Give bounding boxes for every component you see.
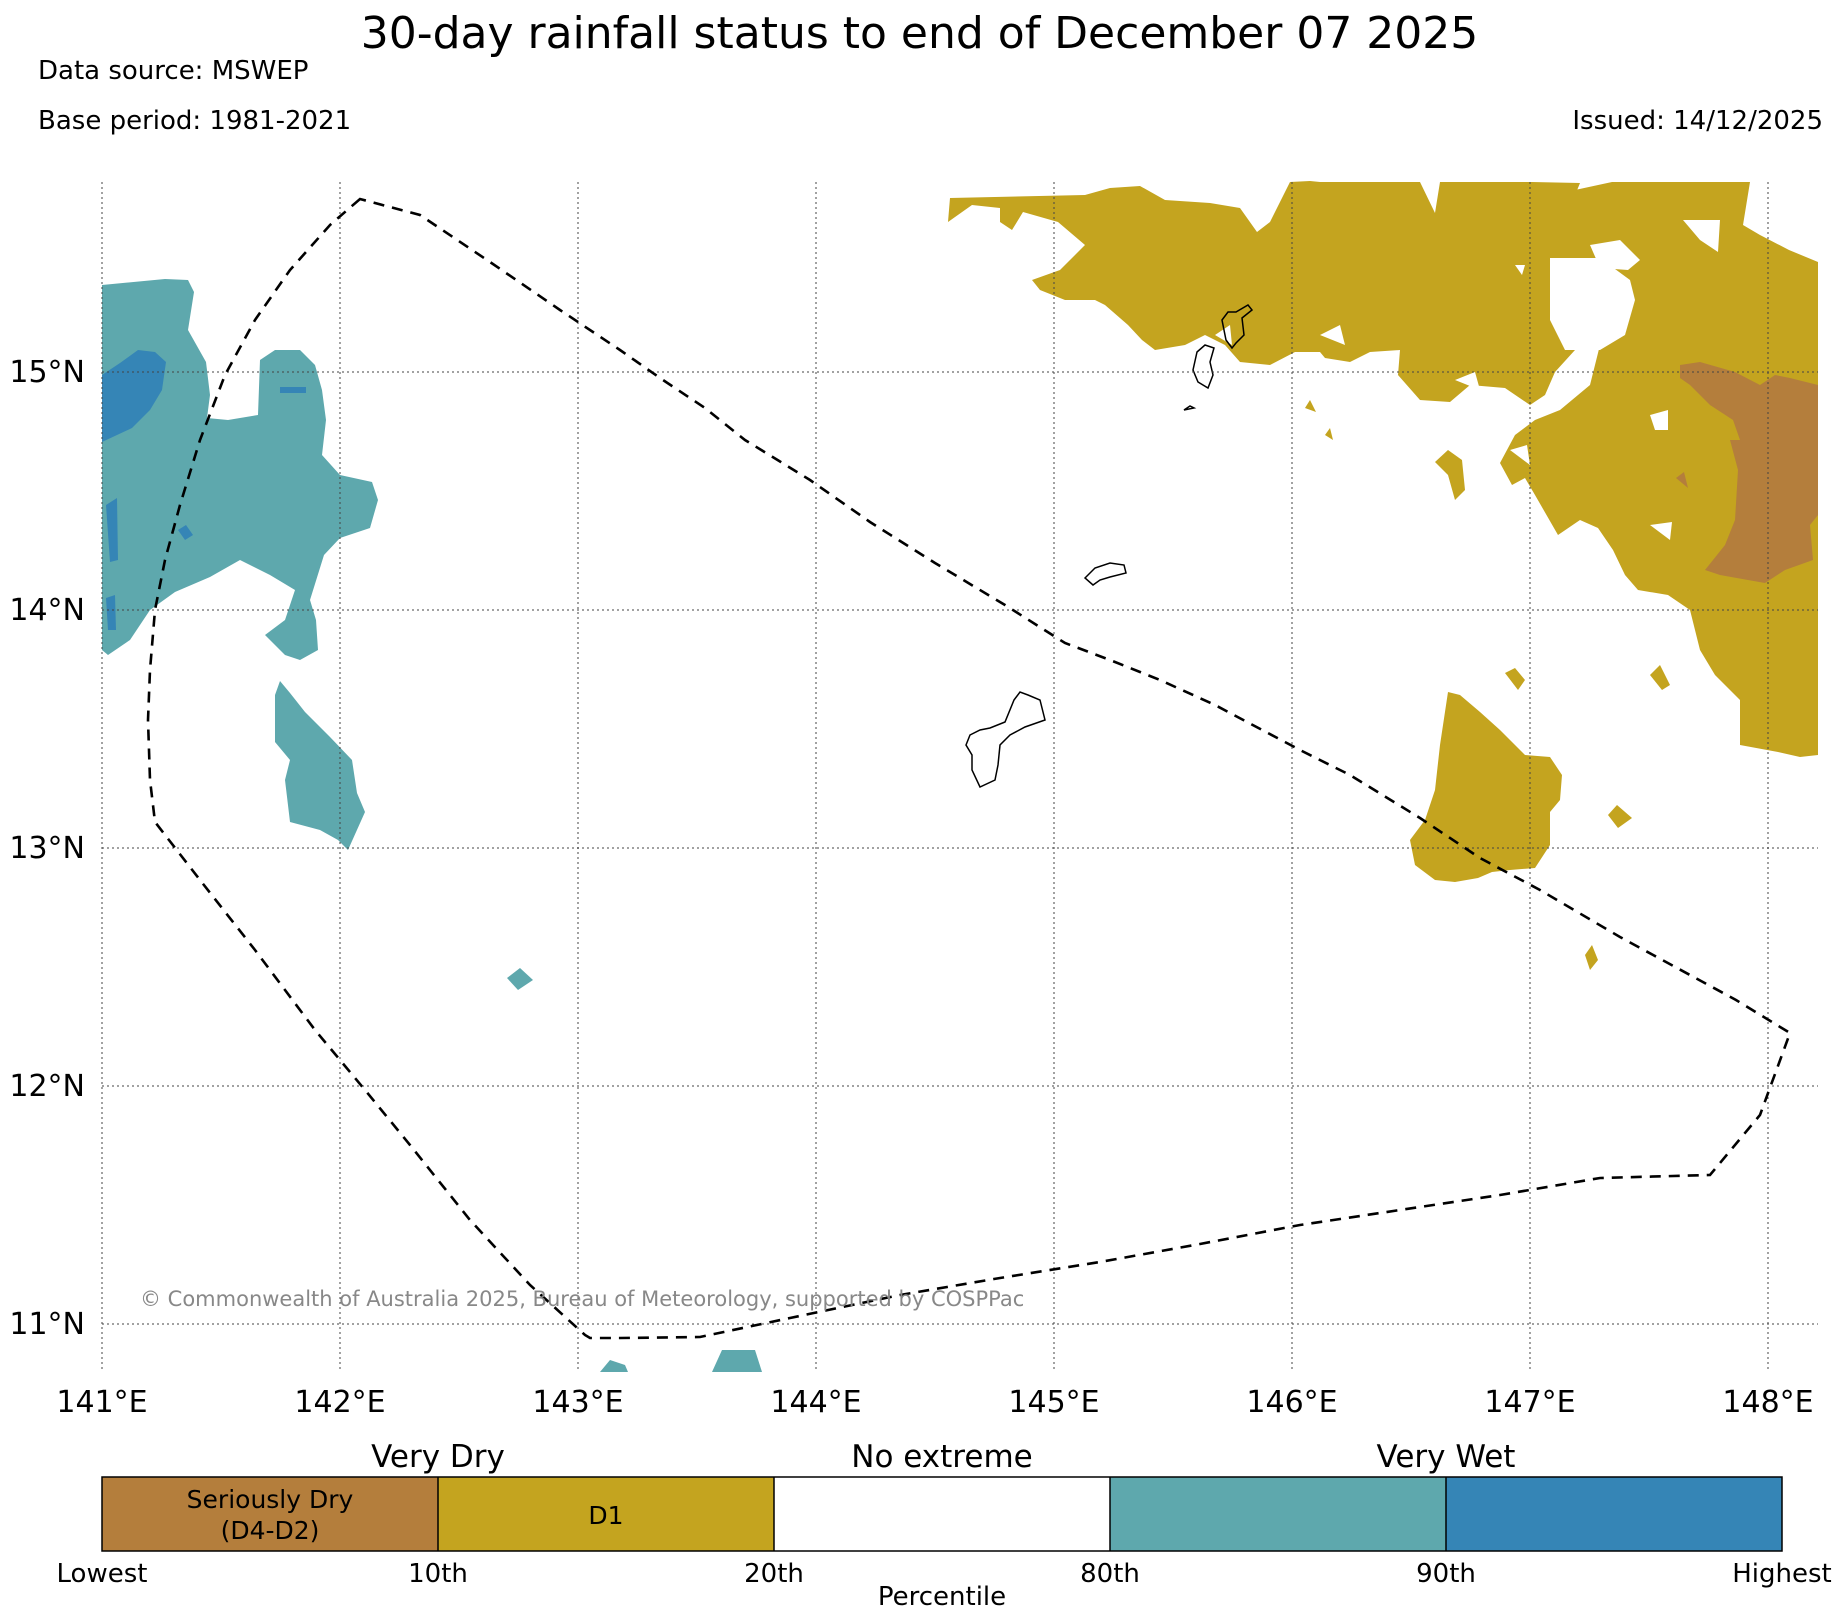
percentile-label: Lowest [57,1559,148,1589]
very-wet-islet-1 [507,968,533,990]
no-extreme-hole-6 [1650,522,1672,540]
legend-category-no-extreme: No extreme [851,1439,1032,1475]
legend-category-very-dry: Very Dry [371,1439,505,1475]
lon-label: 148°E [1722,1385,1813,1420]
lat-label: 15°N [9,355,85,390]
dry-d1-patch-islet-5 [1608,805,1632,828]
legend-swatch-very-wet [1110,1477,1446,1551]
saipan-coastline [1221,304,1254,350]
no-extreme-hole-7 [1215,325,1232,345]
rainfall-regions [102,181,1818,1372]
highest-wet-patch-2 [106,498,118,562]
lat-label: 11°N [9,1307,85,1342]
highest-wet-patch-4 [178,525,193,540]
lon-label: 141°E [56,1385,147,1420]
dry-d1-patch-islet-3 [1505,668,1525,690]
no-extreme-hole-1 [1550,258,1635,350]
percentile-label: 90th [1416,1559,1476,1589]
copyright-notice: © Commonwealth of Australia 2025, Bureau… [140,1287,1024,1311]
legend-d1-label: D1 [588,1501,623,1530]
no-extreme-hole-3 [1683,220,1720,252]
legend-seriously-dry-label: Seriously Dry [187,1485,354,1514]
highest-wet-patch-5 [280,387,306,393]
legend-category-very-wet: Very Wet [1377,1439,1516,1475]
seriously-dry-region [1680,362,1818,583]
lon-label: 144°E [770,1385,861,1420]
lon-label: 147°E [1484,1385,1575,1420]
latitude-labels: 15°N 14°N 13°N 12°N 11°N [9,355,85,1342]
longitude-labels: 141°E 142°E 143°E 144°E 145°E 146°E 147°… [56,1385,1813,1420]
percentile-label: 80th [1080,1559,1140,1589]
legend-seriously-dry-sublabel: (D4-D2) [221,1516,320,1545]
highest-wet-patch-3 [106,595,116,630]
dry-d1-region-south [1410,692,1562,882]
tinian-coastline [1192,344,1215,390]
rota-coastline [1083,562,1127,586]
legend-swatch-no-extreme [774,1477,1110,1551]
dry-d1-patch-islet-6 [1585,945,1598,970]
no-extreme-hole-9 [1455,372,1480,390]
legend: Very Dry No extreme Very Wet Seriously D… [57,1439,1832,1609]
very-wet-islet-2 [600,1360,628,1372]
eez-boundary [146,197,1792,1340]
lat-label: 14°N [9,593,85,628]
percentile-axis-label: Percentile [878,1582,1006,1609]
lat-label: 12°N [9,1069,85,1104]
no-extreme-hole-5 [1650,410,1668,430]
percentile-label: Highest [1732,1559,1832,1589]
percentile-label: 10th [408,1559,468,1589]
map-title: 30-day rainfall status to end of Decembe… [360,8,1479,59]
dry-d1-patch-islet-4 [1650,665,1670,690]
dry-d1-region-north-east [948,181,1818,757]
legend-swatch-highest-wet [1446,1477,1782,1551]
issued-date-label: Issued: 14/12/2025 [1572,106,1823,136]
dry-d1-patch-mid [1435,450,1465,500]
no-extreme-hole-8 [1320,325,1345,345]
lon-label: 145°E [1008,1385,1099,1420]
aguijan-coastline [1183,405,1197,411]
seriously-dry-islet [1676,472,1688,488]
coastlines [965,304,1254,788]
percentile-label: 20th [744,1559,804,1589]
dry-d1-patch-islet-2 [1325,428,1333,440]
graticule [101,182,1818,1372]
no-extreme-hole-10 [1510,445,1530,465]
lon-label: 146°E [1246,1385,1337,1420]
base-period-label: Base period: 1981-2021 [38,106,352,136]
data-source-label: Data source: MSWEP [38,56,309,86]
lon-label: 143°E [532,1385,623,1420]
lon-label: 142°E [294,1385,385,1420]
very-wet-region-west-lower [275,681,365,850]
very-wet-region-west [102,279,378,660]
legend-swatch-d1 [438,1477,774,1551]
dry-d1-patch-islet-1 [1305,400,1316,412]
very-wet-islet-3 [712,1350,762,1372]
highest-wet-patch-1 [102,350,166,442]
no-extreme-hole-2 [1590,240,1640,270]
lat-label: 13°N [9,831,85,866]
guam-coastline [965,691,1046,788]
legend-swatch-seriously-dry [102,1477,438,1551]
no-extreme-hole-4 [1515,265,1525,275]
